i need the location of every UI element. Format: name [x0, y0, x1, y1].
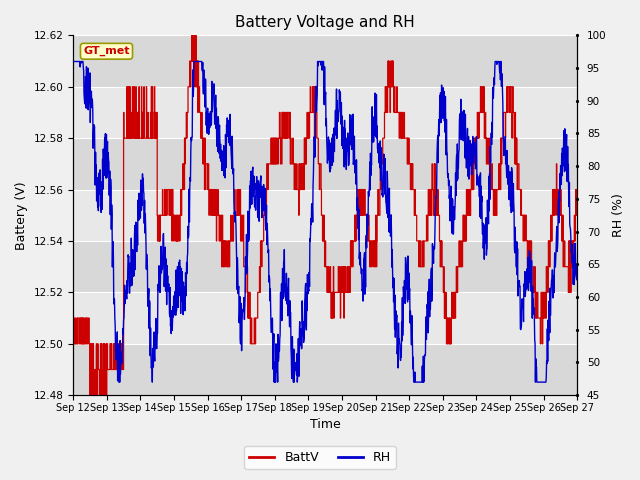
Bar — [73, 292, 577, 344]
Y-axis label: RH (%): RH (%) — [612, 193, 625, 237]
Bar — [73, 190, 577, 241]
Bar — [73, 36, 577, 87]
Y-axis label: Battery (V): Battery (V) — [15, 181, 28, 250]
Bar — [73, 87, 577, 138]
Bar — [73, 344, 577, 395]
Text: GT_met: GT_met — [83, 46, 130, 56]
Bar — [73, 241, 577, 292]
X-axis label: Time: Time — [310, 419, 340, 432]
Legend: BattV, RH: BattV, RH — [244, 446, 396, 469]
Title: Battery Voltage and RH: Battery Voltage and RH — [236, 15, 415, 30]
Bar — [73, 138, 577, 190]
